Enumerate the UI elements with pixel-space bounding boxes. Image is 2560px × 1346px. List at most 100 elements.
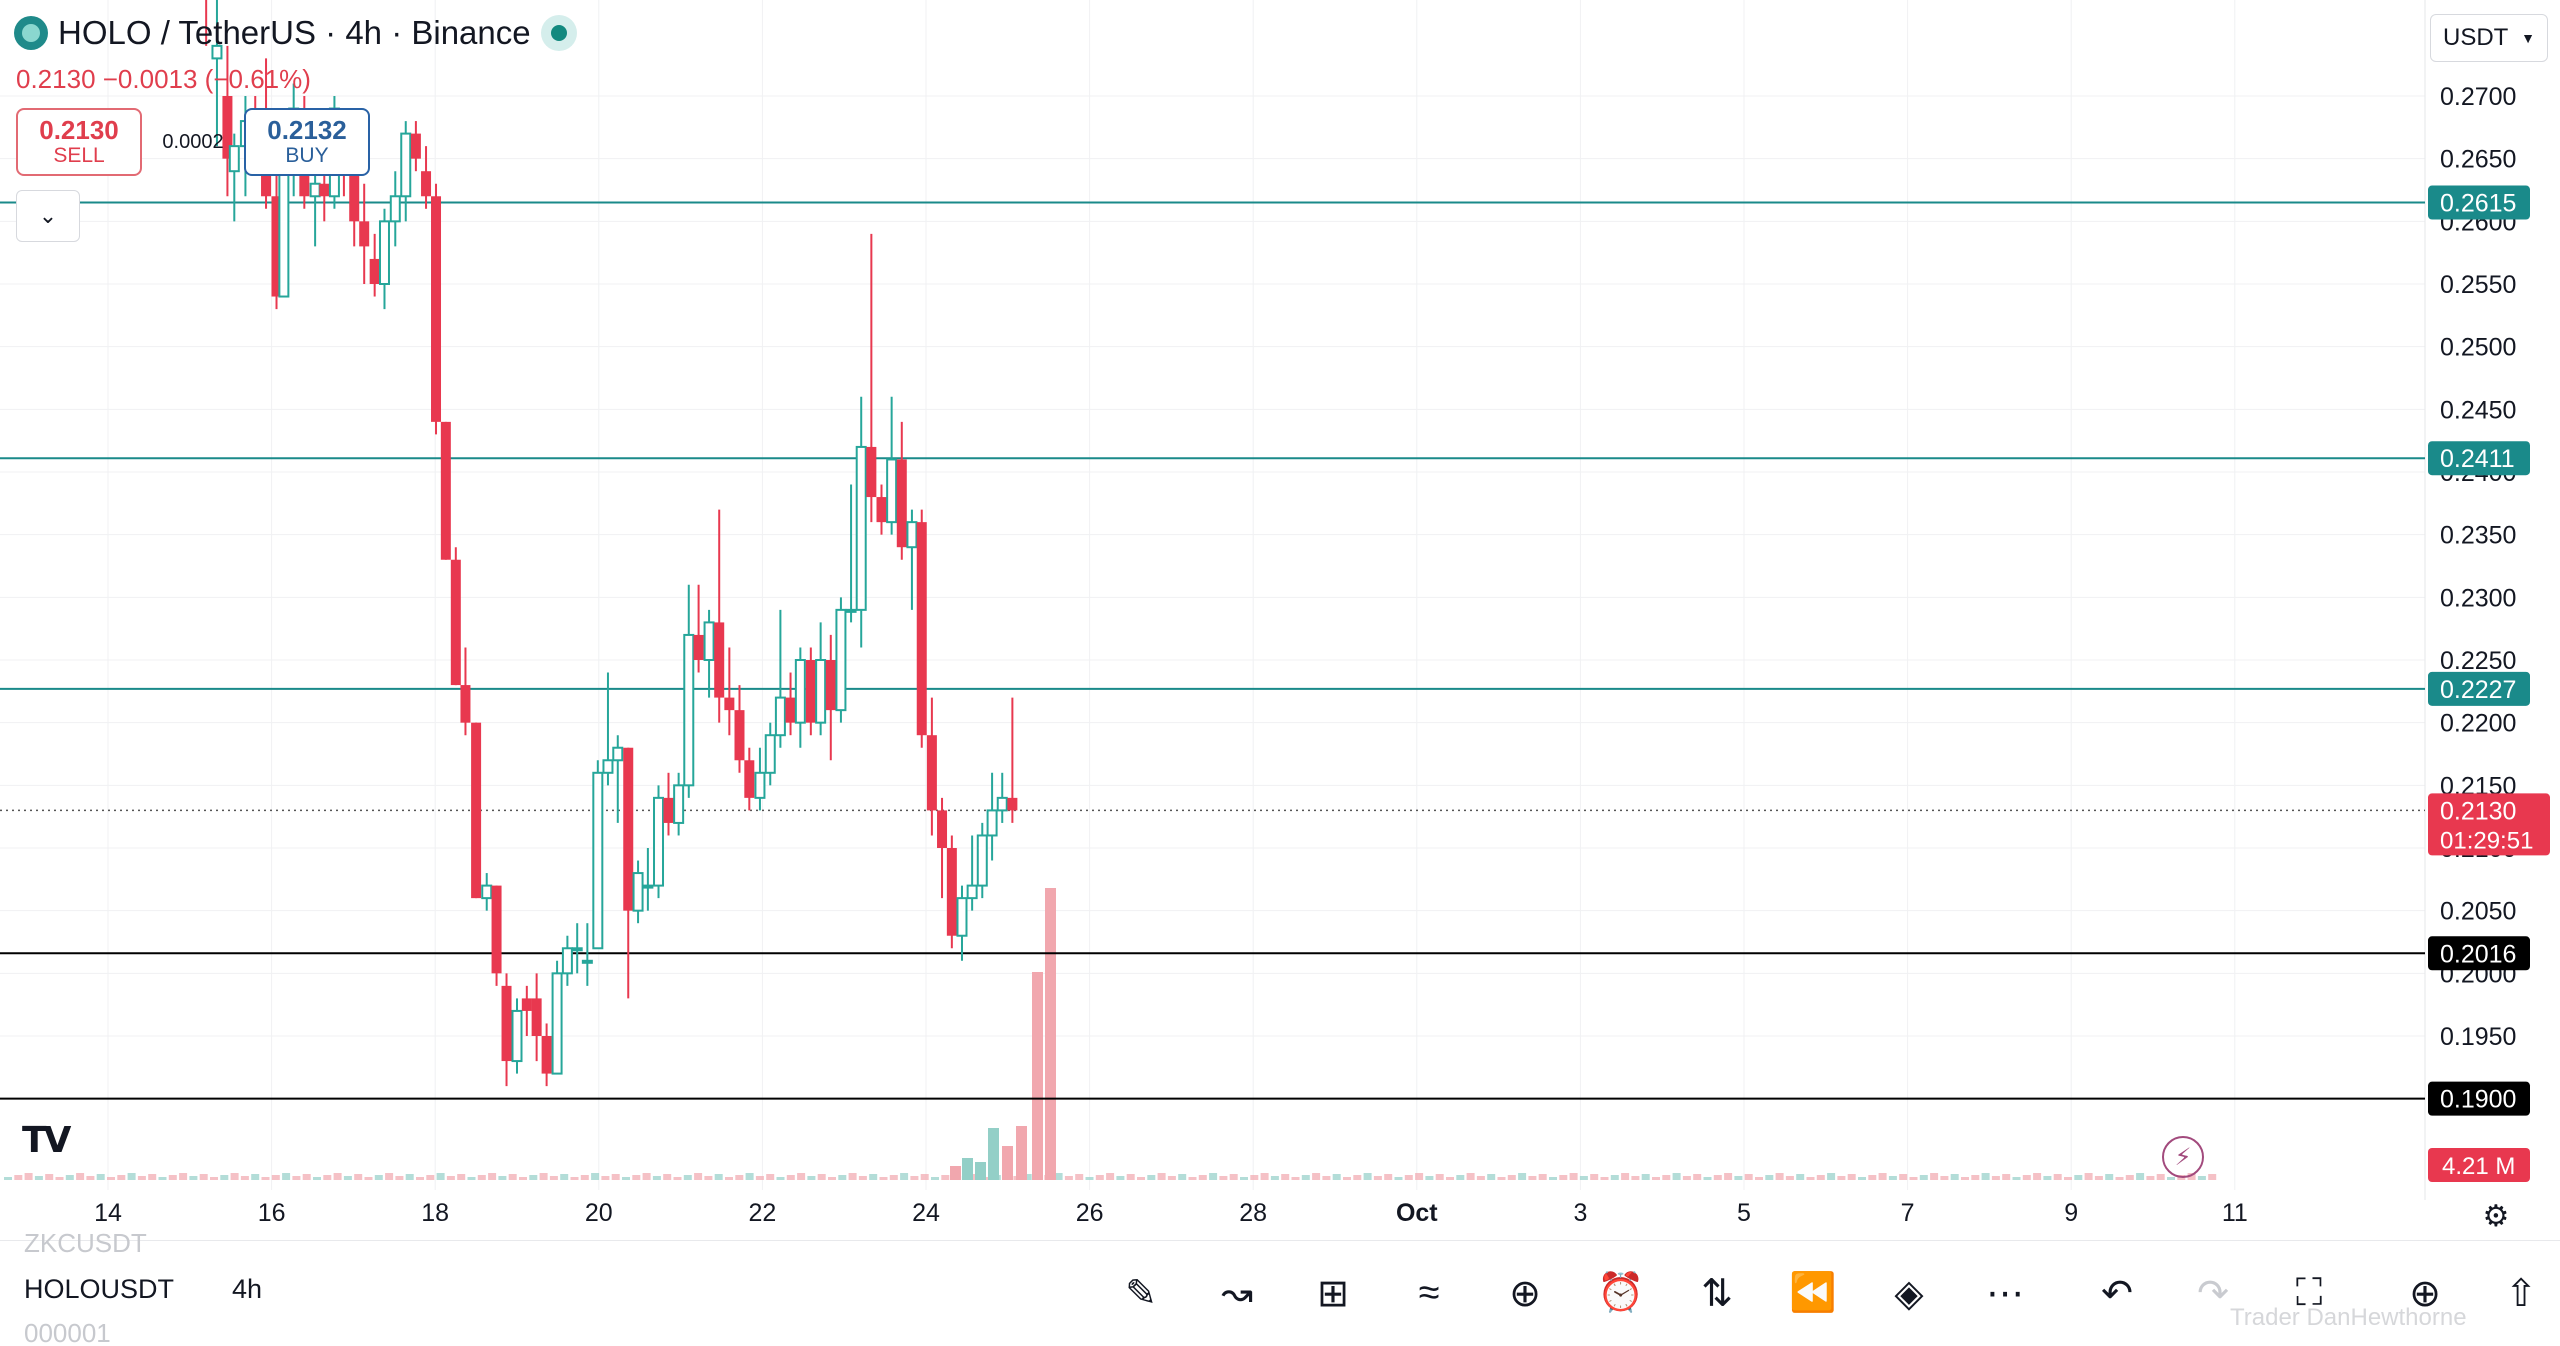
volume-bar bbox=[786, 1175, 795, 1180]
volume-bar bbox=[920, 1174, 929, 1180]
indicators-icon[interactable]: ↝ bbox=[1221, 1272, 1253, 1315]
volume-bar bbox=[1466, 1173, 1475, 1180]
volume-bar bbox=[725, 1177, 733, 1180]
volume-bar bbox=[96, 1174, 105, 1180]
volume-bar bbox=[838, 1175, 847, 1180]
level-price-label: 0.1900 bbox=[2440, 1086, 2516, 1114]
more-icon[interactable]: ⋯ bbox=[1986, 1272, 2024, 1315]
volume-bar bbox=[632, 1175, 641, 1180]
candle-body bbox=[561, 947, 573, 975]
x-tick-label: 9 bbox=[2064, 1199, 2078, 1227]
volume-bar bbox=[2156, 1174, 2165, 1180]
volume-bar bbox=[1662, 1175, 1671, 1180]
strategy-icon[interactable]: ≈ bbox=[1418, 1271, 1440, 1314]
symbol-selector[interactable]: HOLOUSDT bbox=[24, 1274, 175, 1304]
volume-bar bbox=[1744, 1174, 1753, 1180]
volume-bar bbox=[560, 1174, 569, 1180]
currency-select[interactable]: USDT ▼ bbox=[2430, 14, 2548, 62]
volume-bar bbox=[1301, 1175, 1310, 1180]
rewind-icon[interactable]: ⏪ bbox=[1789, 1272, 1837, 1314]
layers-icon[interactable]: ◈ bbox=[1894, 1272, 1924, 1315]
replay-candles-icon[interactable]: ⇅ bbox=[1701, 1272, 1733, 1315]
candle-body bbox=[440, 421, 451, 560]
volume-bar bbox=[807, 1176, 816, 1180]
volume-bar bbox=[1600, 1177, 1609, 1180]
share-icon[interactable]: ⇧ bbox=[2505, 1272, 2537, 1315]
watermark: Trader DanHewthorne bbox=[2230, 1304, 2467, 1331]
volume-bar bbox=[1312, 1173, 1321, 1180]
draw-icon[interactable]: ✎ bbox=[1125, 1272, 1157, 1315]
candle-body bbox=[937, 810, 948, 848]
volume-bar bbox=[1961, 1177, 1969, 1180]
volume-bar bbox=[2146, 1176, 2155, 1180]
volume-bar bbox=[1209, 1173, 1218, 1180]
volume-bar bbox=[1260, 1173, 1269, 1180]
volume-bar bbox=[1610, 1175, 1619, 1180]
candle-body bbox=[794, 659, 806, 724]
volume-bar bbox=[477, 1175, 486, 1180]
undo-icon[interactable]: ↶ bbox=[2101, 1272, 2133, 1315]
volume-bar bbox=[879, 1177, 888, 1180]
volume-bar bbox=[735, 1175, 744, 1180]
timeframe-selector[interactable]: 4h bbox=[232, 1274, 263, 1304]
volume-bar bbox=[189, 1176, 198, 1180]
redo-icon[interactable]: ↷ bbox=[2197, 1272, 2229, 1315]
volume-bar bbox=[1487, 1174, 1496, 1180]
previous-symbol[interactable]: ZKCUSDT bbox=[24, 1228, 147, 1258]
candle-body bbox=[744, 760, 755, 798]
volume-bar bbox=[1528, 1176, 1537, 1180]
layouts-icon[interactable]: ⊞ bbox=[1317, 1272, 1349, 1315]
spread-value: 0.0002 bbox=[162, 130, 224, 153]
next-symbol[interactable]: 000001 bbox=[24, 1318, 111, 1346]
volume-bar bbox=[1456, 1175, 1465, 1180]
sell-button[interactable]: 0.2130 SELL bbox=[16, 108, 142, 176]
fullscreen-icon[interactable]: ⛶ bbox=[2295, 1271, 2323, 1314]
volume-bar bbox=[900, 1173, 909, 1180]
volume-bar bbox=[1755, 1177, 1763, 1180]
compare-icon[interactable]: ⊕ bbox=[2409, 1272, 2441, 1315]
volume-bar bbox=[488, 1173, 497, 1180]
add-icon[interactable]: ⊕ bbox=[1509, 1272, 1541, 1315]
settings-icon[interactable]: ⚙ bbox=[2482, 1199, 2510, 1233]
candle-body bbox=[632, 872, 644, 912]
candle-body bbox=[734, 710, 745, 761]
volume-bar bbox=[1909, 1177, 1918, 1180]
volume-bar bbox=[1446, 1177, 1454, 1180]
volume-bar bbox=[663, 1174, 672, 1180]
sell-label: SELL bbox=[53, 144, 105, 167]
candle-body bbox=[551, 972, 563, 1075]
volume-bar bbox=[374, 1175, 383, 1180]
volume-bar bbox=[426, 1175, 435, 1180]
volume-bar bbox=[1734, 1176, 1743, 1180]
volume-bar bbox=[1816, 1175, 1825, 1180]
volume-bar bbox=[1919, 1175, 1928, 1180]
candle-body bbox=[581, 959, 593, 964]
candle-body bbox=[471, 722, 482, 899]
buy-button[interactable]: 0.2132 BUY bbox=[244, 108, 370, 176]
volume-bar bbox=[24, 1173, 33, 1180]
candle-body bbox=[724, 697, 735, 711]
candle-body bbox=[541, 1036, 552, 1074]
volume-bar bbox=[1425, 1176, 1434, 1180]
level-price-label: 0.2615 bbox=[2440, 190, 2516, 218]
volume-bar bbox=[1950, 1174, 1959, 1180]
y-tick-label: 0.2650 bbox=[2440, 146, 2516, 174]
tradingview-logo-icon[interactable]: TV bbox=[22, 1120, 71, 1161]
volume-bar bbox=[1641, 1174, 1650, 1180]
alert-icon[interactable]: ⏰ bbox=[1597, 1272, 1645, 1314]
candle-body bbox=[896, 459, 907, 548]
symbol-title[interactable]: HOLO / TetherUS · 4h · Binance bbox=[58, 14, 531, 51]
volume-bar bbox=[86, 1176, 95, 1180]
lightning-icon[interactable]: ⚡ bbox=[2162, 1136, 2204, 1178]
collapse-legend-button[interactable]: ⌄ bbox=[16, 190, 80, 242]
volume-bar bbox=[1198, 1175, 1207, 1180]
volume-bar bbox=[1137, 1177, 1145, 1180]
volume-bar bbox=[436, 1173, 445, 1180]
market-status-icon[interactable] bbox=[540, 15, 577, 51]
volume-bar bbox=[282, 1173, 291, 1180]
candle-body bbox=[228, 145, 240, 173]
y-tick-label: 0.1950 bbox=[2440, 1023, 2516, 1051]
currency-label: USDT bbox=[2443, 24, 2509, 51]
y-tick-label: 0.2700 bbox=[2440, 83, 2516, 111]
